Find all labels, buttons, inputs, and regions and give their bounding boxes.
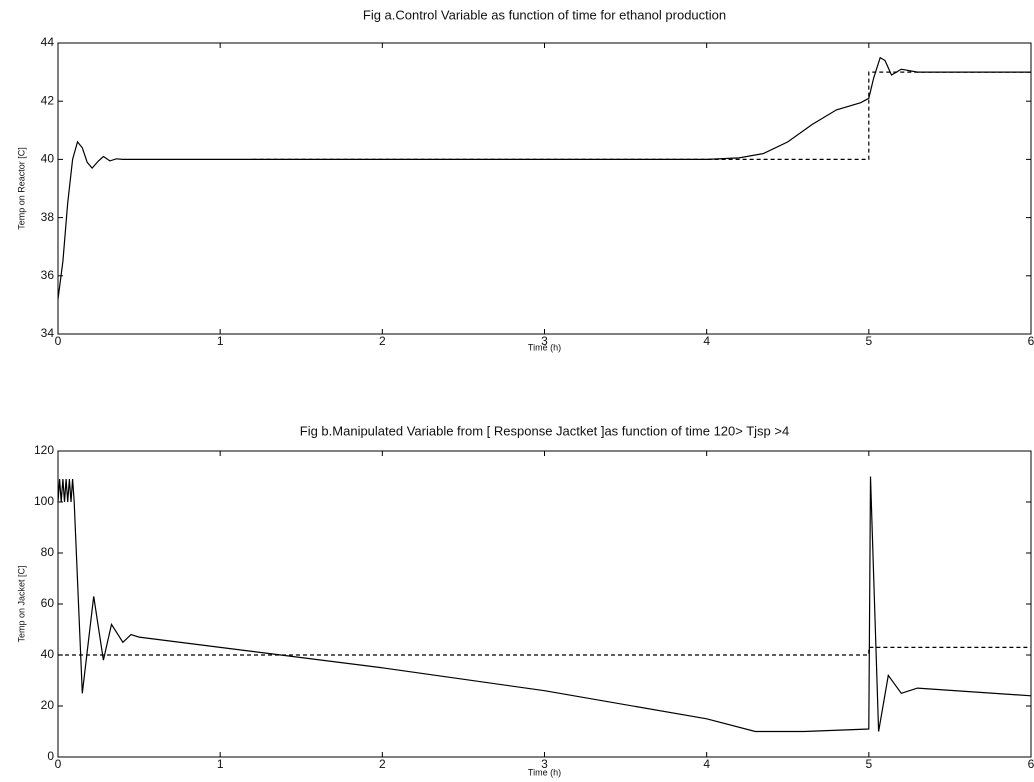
y-tick-label: 120 [34, 443, 54, 457]
x-tick-label: 1 [217, 334, 224, 348]
y-tick-label: 36 [41, 268, 55, 282]
x-tick-label: 2 [379, 757, 386, 771]
x-tick-label: 6 [1028, 334, 1034, 348]
x-axis-label: Time (h) [528, 767, 561, 777]
x-tick-label: 4 [703, 757, 710, 771]
data-line [57, 476, 1032, 733]
y-tick-label: 34 [41, 326, 55, 340]
y-tick-label: 44 [41, 35, 55, 49]
y-tick-label: 40 [41, 647, 55, 661]
y-tick-label: 100 [34, 494, 54, 508]
x-tick-label: 5 [865, 757, 872, 771]
y-tick-label: 80 [41, 545, 55, 559]
x-tick-label: 3 [541, 757, 548, 771]
y-tick-label: 60 [41, 596, 55, 610]
x-tick-label: 4 [703, 334, 710, 348]
x-tick-label: 3 [541, 334, 548, 348]
x-tick-label: 0 [55, 757, 62, 771]
plot-area [57, 450, 1032, 758]
y-axis-label: Temp on Reactor [C] [16, 147, 26, 230]
data-line [58, 646, 1031, 656]
x-tick-label: 5 [865, 334, 872, 348]
y-tick-label: 38 [41, 210, 55, 224]
y-tick-label: 42 [41, 93, 55, 107]
y-axis-label: Temp on Jacket [C] [16, 565, 26, 642]
x-tick-label: 0 [55, 334, 62, 348]
y-tick-label: 40 [41, 152, 55, 166]
y-tick-label: 20 [41, 698, 55, 712]
x-tick-label: 2 [379, 334, 386, 348]
data-line [252, 71, 1031, 160]
chart-title: Fig b.Manipulated Variable from [ Respon… [300, 423, 789, 438]
data-line [57, 56, 1031, 300]
x-tick-label: 6 [1028, 757, 1034, 771]
x-axis-label: Time (h) [528, 342, 561, 352]
x-tick-label: 1 [217, 757, 224, 771]
plot-area [57, 42, 1032, 335]
y-tick-label: 0 [47, 749, 54, 763]
chart-title: Fig a.Control Variable as function of ti… [363, 7, 726, 22]
